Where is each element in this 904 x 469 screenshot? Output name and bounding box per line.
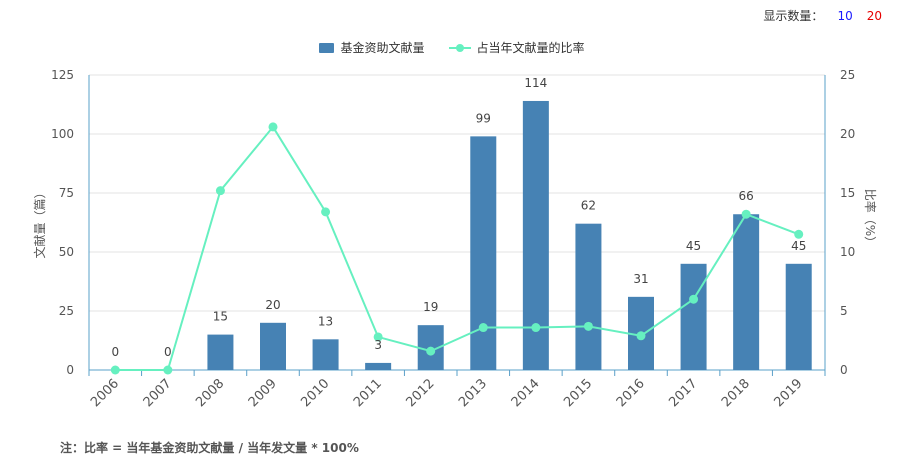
legend-item-line[interactable]: 占当年文献量的比率 [448, 39, 585, 56]
bar [312, 339, 339, 370]
legend-bar-swatch [319, 42, 335, 53]
bar-value-label: 45 [686, 239, 701, 253]
bar-value-label: 0 [164, 345, 172, 359]
display-count-option-10[interactable]: 10 [837, 8, 853, 23]
display-count-label: 显示数量： [763, 9, 824, 23]
line-point [794, 229, 804, 239]
bar-value-label: 99 [476, 111, 491, 125]
bar-value-label: 3 [374, 338, 382, 352]
bar-value-label: 66 [739, 189, 754, 203]
bar-value-label: 13 [318, 314, 333, 328]
bar [260, 322, 286, 370]
bar [365, 362, 392, 370]
line-point [689, 294, 699, 304]
line-point [268, 122, 278, 132]
x-tick-label: 2016 [614, 376, 648, 410]
line-point [636, 331, 646, 341]
display-count-selector: 显示数量： 10 20 [763, 7, 882, 24]
x-tick-label: 2012 [404, 376, 438, 410]
bar [207, 334, 234, 370]
bar [785, 263, 812, 370]
line-point [373, 332, 383, 342]
x-tick-label: 2014 [509, 376, 543, 410]
legend-label-bar: 基金资助文献量 [340, 41, 425, 55]
chart-svg: 0 25 50 75 100 125 0 5 10 15 20 25 2006 2007 2008 2009 2… [32, 68, 878, 410]
y-axis-right-title: 比率（%） [863, 189, 878, 248]
x-tick-label: 2010 [298, 376, 332, 410]
bar-value-label: 114 [524, 76, 547, 90]
legend-label-line: 占当年文献量的比率 [476, 41, 585, 55]
line-point [741, 209, 751, 219]
bar-value-label: 31 [633, 272, 648, 286]
legend-item-bar[interactable]: 基金资助文献量 [319, 39, 425, 56]
legend-line-swatch [448, 43, 471, 53]
line-point [215, 186, 225, 196]
bar-value-label: 0 [111, 345, 119, 359]
line-path [115, 125, 800, 371]
bar [680, 263, 707, 370]
x-tick-label: 2009 [246, 376, 280, 410]
x-tick-label: 2018 [719, 376, 753, 410]
bar-value-label: 19 [423, 300, 438, 314]
data-labels: 0 0 15 20 13 3 19 99 114 62 31 45 66 45 [111, 76, 806, 359]
x-tick-label: 2017 [666, 376, 700, 410]
bar [733, 214, 760, 370]
line-point [478, 323, 488, 333]
line-point [163, 365, 173, 375]
line-point [531, 323, 541, 333]
y-right-tick-label: 25 [840, 68, 855, 82]
y-left-tick-label: 100 [51, 127, 74, 141]
grid-lines [89, 74, 825, 312]
y-right-tick-label: 10 [840, 245, 855, 259]
y-right-tick-label: 15 [840, 186, 855, 200]
y-left-tick-label: 25 [59, 304, 74, 318]
bar-value-label: 45 [791, 239, 806, 253]
x-tick-label: 2007 [141, 376, 175, 410]
footnote: 注：比率 = 当年基金资助文献量 / 当年发文量 * 100% [60, 441, 359, 455]
line-point [583, 321, 593, 331]
x-tick-label: 2015 [561, 376, 595, 410]
y-left-tick-label: 75 [59, 186, 74, 200]
bar [575, 223, 602, 370]
line-point [426, 346, 436, 356]
bar-value-label: 15 [213, 310, 228, 324]
bar-series [207, 100, 812, 371]
y-left-tick-label: 125 [51, 68, 74, 82]
x-tick-label: 2013 [456, 376, 490, 410]
line-series [110, 122, 804, 375]
y-right-tick-label: 0 [840, 363, 848, 377]
line-point [110, 365, 120, 375]
x-tick-label: 2008 [193, 376, 227, 410]
x-tick-label: 2011 [351, 376, 385, 410]
bar-value-label: 20 [265, 298, 280, 312]
display-count-option-20[interactable]: 20 [866, 8, 882, 23]
x-tick-label: 2019 [772, 376, 806, 410]
bar [470, 136, 497, 370]
y-right-tick-label: 5 [840, 304, 848, 318]
y-axis-left-title: 文献量（篇） [32, 186, 47, 258]
y-left-tick-label: 50 [59, 245, 74, 259]
y-left-tick-label: 0 [66, 363, 74, 377]
bar-value-label: 62 [581, 199, 596, 213]
x-tick-label: 2006 [88, 376, 122, 410]
chart-legend: 基金资助文献量 占当年文献量的比率 [0, 39, 904, 56]
y-right-tick-label: 20 [840, 127, 855, 141]
line-point [321, 207, 331, 217]
